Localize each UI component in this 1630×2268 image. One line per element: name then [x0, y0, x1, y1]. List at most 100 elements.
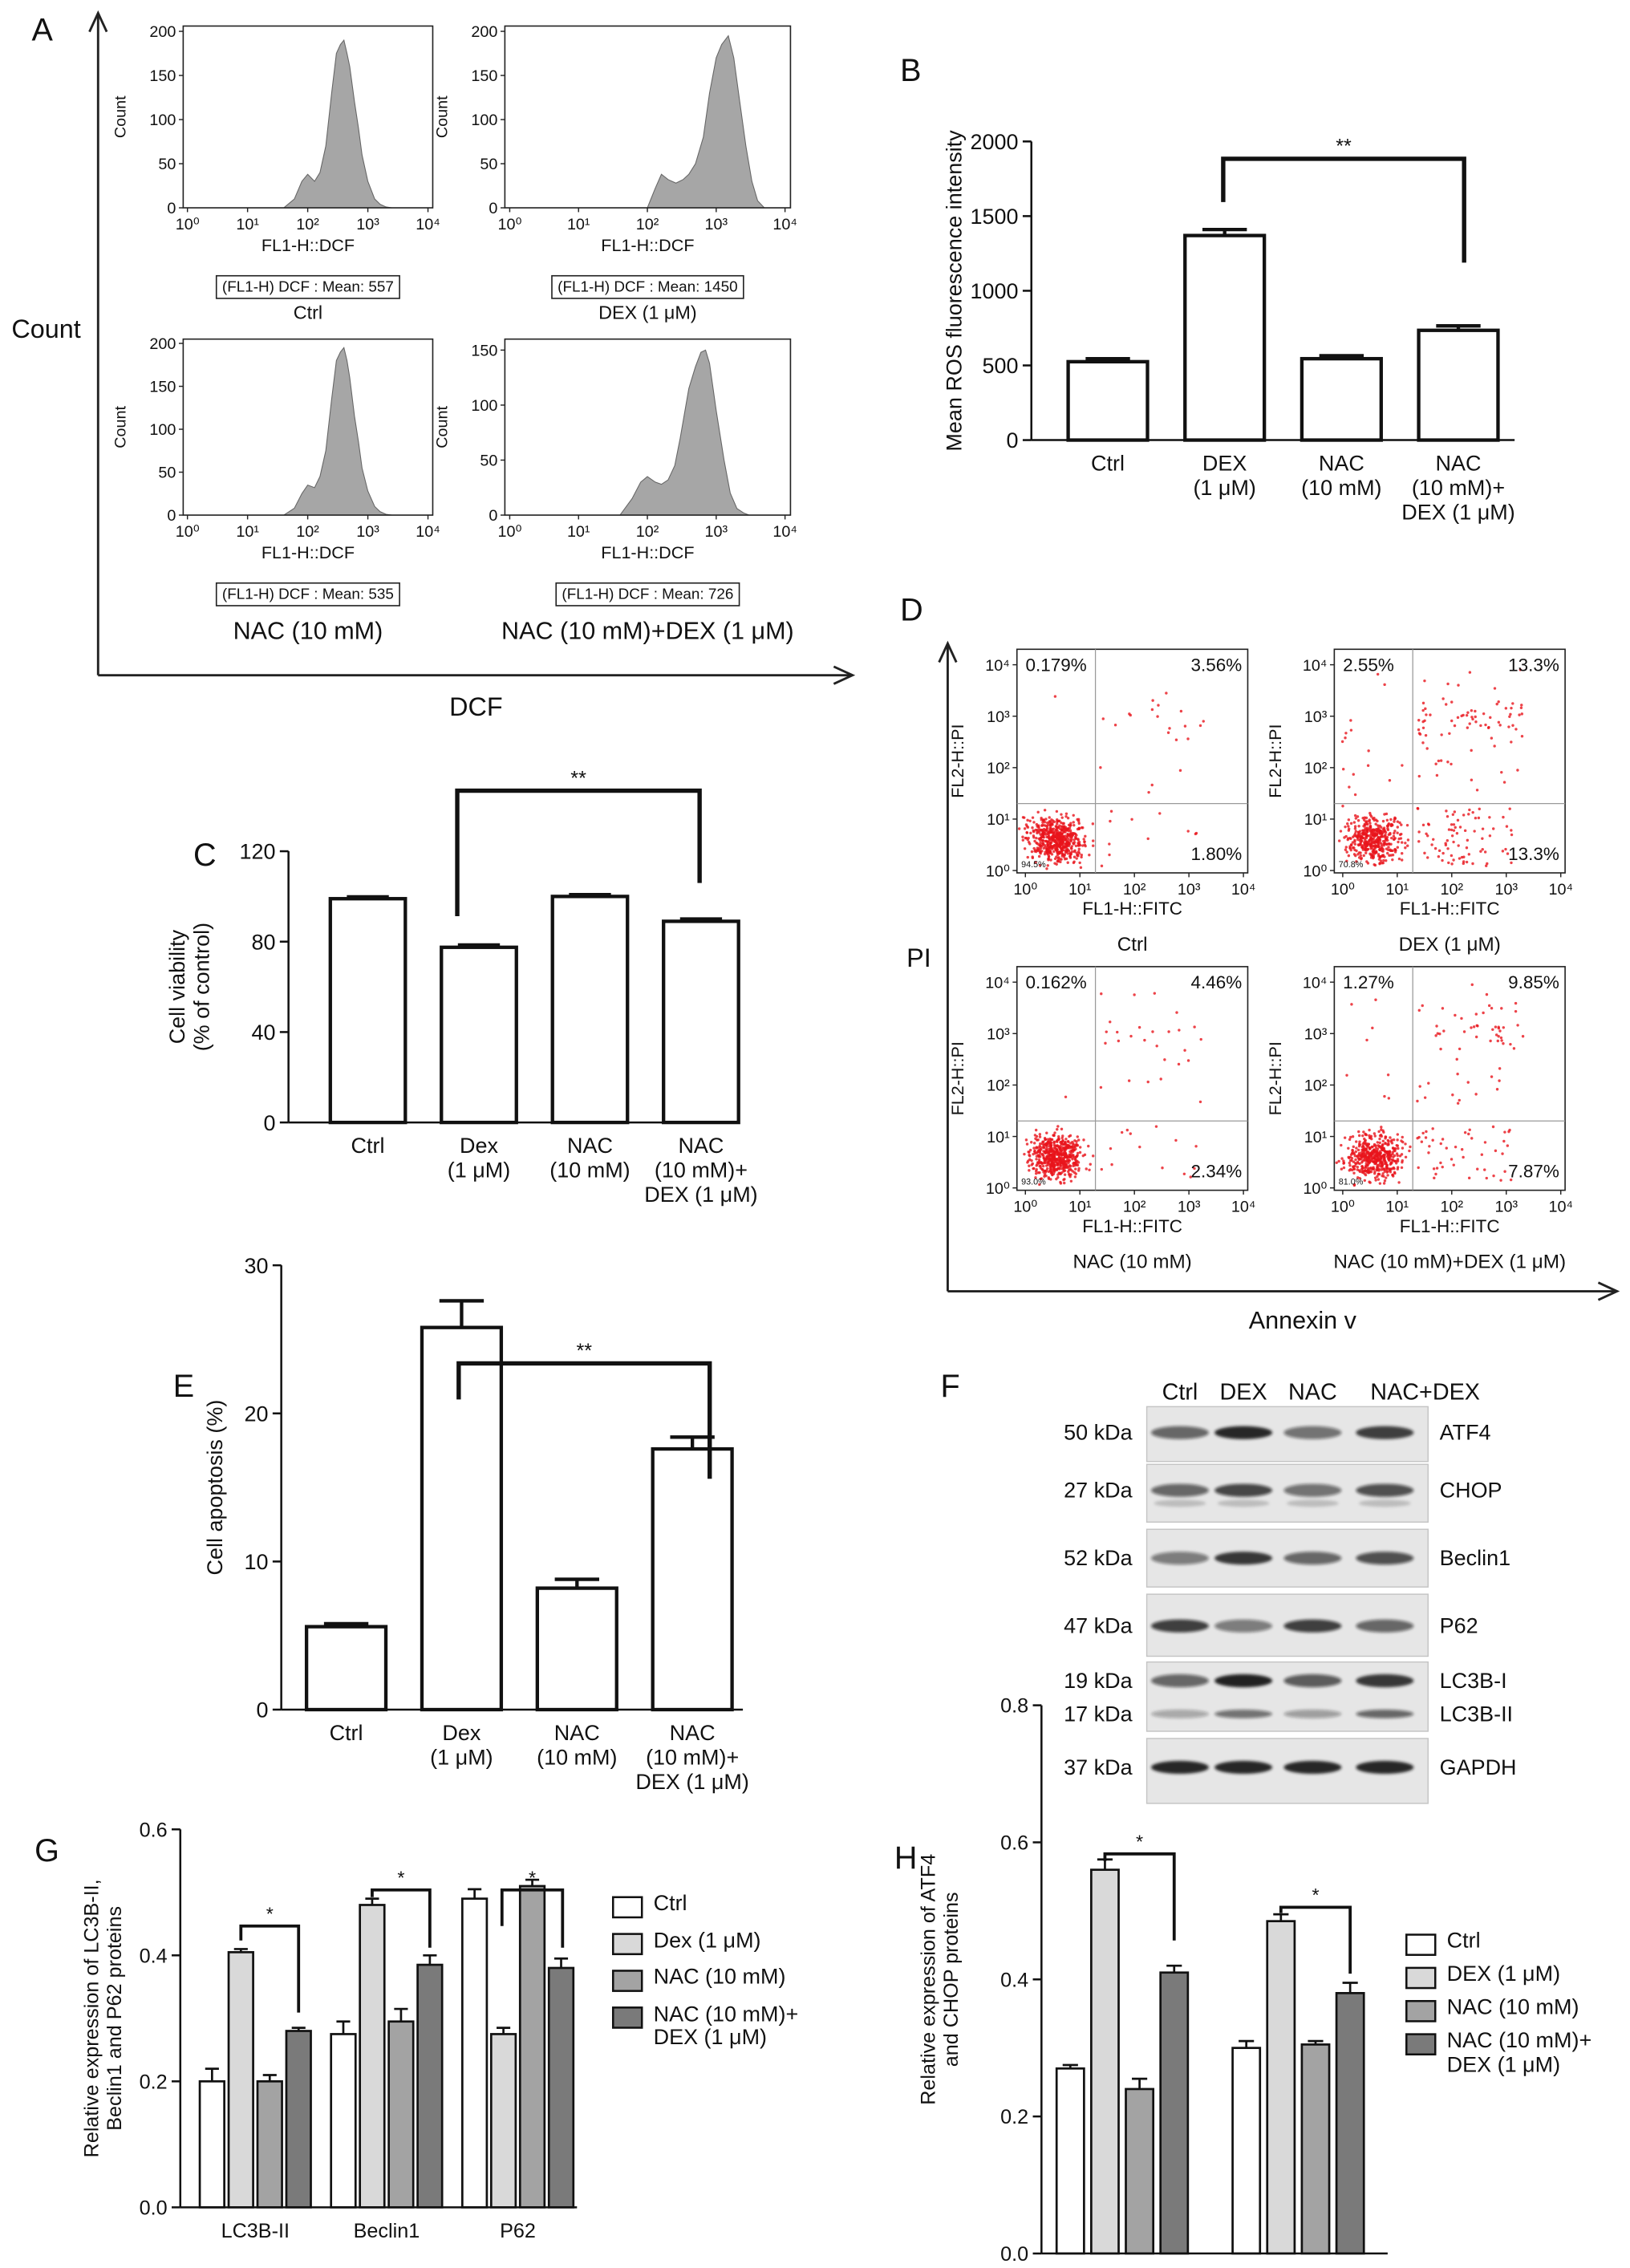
x-tick-label-box: Ctrl: [351, 1135, 385, 1158]
dot: [1352, 773, 1355, 776]
dot: [1061, 1158, 1064, 1162]
y-tick-label: 0.8: [1000, 1695, 1028, 1718]
x-tick-label: DEX (1 μM): [1193, 452, 1256, 501]
y-tick-label: 150: [471, 343, 497, 360]
bar: [489, 2033, 517, 2209]
dot: [1067, 1144, 1070, 1148]
blot-band: [1356, 1552, 1414, 1565]
dot: [1341, 768, 1345, 771]
dot: [1099, 766, 1102, 769]
dot: [1394, 1162, 1398, 1165]
y-tick-label: 0.4: [1000, 1969, 1028, 1991]
x-tick-label: 10²: [1441, 881, 1464, 899]
dot: [1059, 860, 1062, 864]
dot: [1183, 724, 1187, 728]
error-bar: [336, 2020, 351, 2035]
x-axis-title: FL1-H::DCF: [262, 542, 355, 562]
blot-band: [1287, 1499, 1339, 1507]
dot: [1083, 1153, 1087, 1157]
axis-title: Count: [11, 314, 80, 343]
dot: [1450, 834, 1454, 838]
y-tick-label: 10²: [1304, 760, 1328, 777]
dot: [1421, 726, 1425, 730]
significance-bracket: [239, 1924, 301, 2013]
dot: [1036, 828, 1039, 832]
dot: [1099, 1085, 1103, 1089]
dot: [1372, 833, 1375, 837]
dot: [1153, 992, 1157, 995]
dot: [1468, 722, 1471, 725]
y-tick-label: 10³: [987, 1026, 1010, 1044]
dot: [1108, 842, 1111, 846]
dot: [1182, 1172, 1186, 1176]
dot: [1368, 1146, 1372, 1150]
dot: [1507, 1130, 1510, 1134]
dot: [1389, 818, 1393, 822]
dot: [1445, 703, 1448, 706]
dot: [1400, 858, 1404, 862]
dot: [1450, 828, 1454, 832]
dot: [1128, 712, 1131, 716]
dot: [1450, 862, 1454, 866]
y-tick-label: 0: [489, 507, 497, 525]
dot: [1056, 1125, 1060, 1128]
axis-title: Annexin v: [1249, 1307, 1357, 1334]
y-tick-label: 40: [251, 1020, 275, 1045]
dot: [1354, 834, 1357, 838]
dot: [1433, 846, 1437, 850]
dot: [1499, 1179, 1502, 1182]
dot: [1489, 1039, 1492, 1043]
dot: [1189, 1175, 1192, 1179]
dot: [1031, 1162, 1035, 1166]
dot: [1063, 1146, 1067, 1149]
error-bar: [525, 1878, 540, 1886]
marker-label: 19 kDa: [1064, 1669, 1132, 1693]
dot: [1034, 861, 1037, 864]
dot: [1177, 1062, 1181, 1066]
y-tick-label: 0.2: [140, 2071, 168, 2093]
dot: [1458, 1047, 1462, 1051]
dot: [1383, 1179, 1387, 1183]
dot: [1367, 834, 1371, 838]
dot: [1047, 857, 1050, 861]
dot: [1376, 1175, 1379, 1179]
dot: [1396, 1158, 1400, 1161]
dot: [1376, 824, 1380, 827]
arrow-head: [88, 10, 108, 33]
dot: [1363, 1172, 1366, 1175]
dot: [1125, 1128, 1129, 1132]
legend-label-box: Ctrl: [1447, 1930, 1481, 1954]
dot: [1351, 1148, 1354, 1152]
dot: [1035, 836, 1038, 840]
dot: [1038, 1135, 1042, 1138]
mean-annotation: (FL1-H) DCF : Mean: 557: [222, 278, 394, 295]
dot: [1487, 1004, 1491, 1008]
x-tick-label: Ctrl: [329, 1722, 363, 1746]
dot: [1363, 1179, 1367, 1183]
dot: [1056, 818, 1059, 822]
blot-band: [1356, 1619, 1414, 1633]
bar: [1300, 356, 1383, 442]
dot: [1352, 1145, 1355, 1149]
dot: [1031, 826, 1034, 830]
significance-bracket: [371, 1888, 432, 1948]
y-tick-label: 0.0: [1000, 2243, 1028, 2266]
dot: [1079, 866, 1083, 870]
blot-band: [1356, 1709, 1414, 1718]
dot: [1463, 829, 1467, 833]
dot: [1352, 853, 1356, 856]
dot: [1373, 841, 1376, 845]
x-tick-label: NAC (10 mM)+ DEX (1 μM): [644, 1135, 758, 1207]
dot: [1471, 717, 1474, 721]
y-tick-label: 150: [149, 67, 176, 85]
dot: [1356, 1165, 1360, 1169]
dot: [1427, 823, 1431, 826]
dot: [1474, 1093, 1478, 1096]
dot: [1377, 1145, 1381, 1148]
dot: [1378, 1141, 1381, 1145]
dot: [1080, 855, 1083, 859]
dot: [1364, 851, 1368, 854]
x-tick-label: 10¹: [236, 523, 259, 541]
dot: [1066, 1139, 1070, 1143]
dot: [1366, 1159, 1369, 1162]
